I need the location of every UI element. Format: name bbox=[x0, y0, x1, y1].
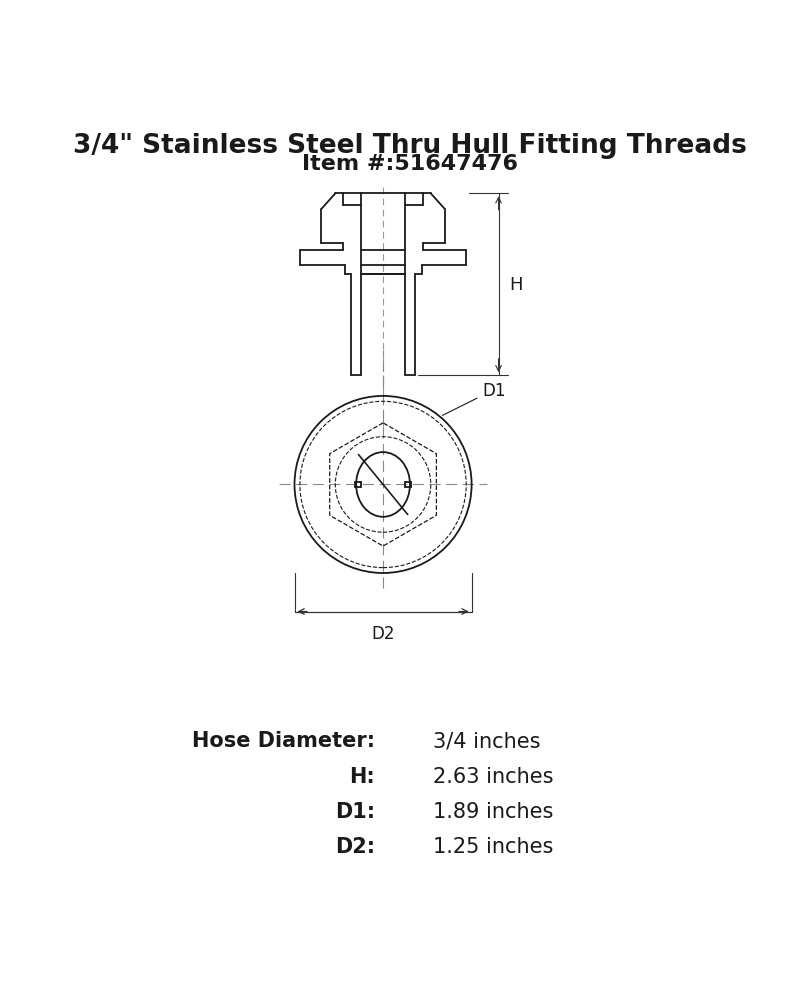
Text: D2:: D2: bbox=[335, 837, 375, 857]
Text: 1.89 inches: 1.89 inches bbox=[433, 801, 554, 821]
Text: D1: D1 bbox=[442, 381, 506, 416]
Text: 3/4 inches: 3/4 inches bbox=[433, 730, 541, 750]
Text: Hose Diameter:: Hose Diameter: bbox=[192, 730, 375, 750]
Text: Item #:51647476: Item #:51647476 bbox=[302, 154, 518, 175]
Text: H:: H: bbox=[350, 765, 375, 785]
Text: 2.63 inches: 2.63 inches bbox=[433, 765, 554, 785]
Polygon shape bbox=[423, 251, 466, 266]
Text: H: H bbox=[510, 276, 523, 294]
Polygon shape bbox=[405, 195, 445, 252]
Polygon shape bbox=[350, 275, 362, 376]
Text: 3/4" Stainless Steel Thru Hull Fitting Threads: 3/4" Stainless Steel Thru Hull Fitting T… bbox=[73, 132, 747, 158]
Text: 1.25 inches: 1.25 inches bbox=[433, 837, 554, 857]
Text: D1:: D1: bbox=[335, 801, 375, 821]
Text: D2: D2 bbox=[371, 624, 395, 642]
Polygon shape bbox=[322, 195, 362, 252]
Polygon shape bbox=[405, 275, 415, 376]
Polygon shape bbox=[300, 251, 343, 266]
